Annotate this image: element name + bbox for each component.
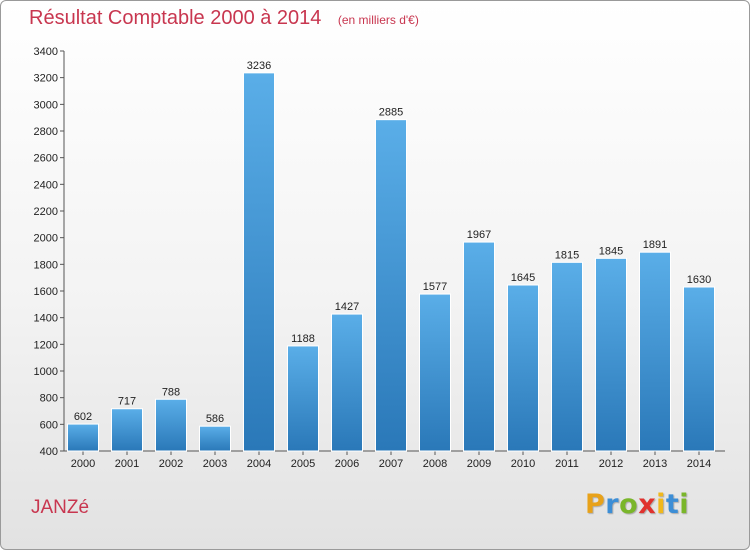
bar-2004[interactable] bbox=[243, 72, 275, 452]
brand-letter: o bbox=[619, 489, 639, 520]
x-tick-label: 2012 bbox=[599, 458, 623, 470]
bars bbox=[67, 72, 715, 452]
data-label-2013: 1891 bbox=[643, 239, 667, 251]
x-tick-label: 2014 bbox=[687, 458, 711, 470]
data-label-2003: 586 bbox=[206, 413, 224, 425]
title-line: Résultat Comptable 2000 à 2014 (en milli… bbox=[29, 7, 419, 30]
y-tick-label: 1200 bbox=[34, 339, 58, 351]
y-tick-label: 3200 bbox=[34, 73, 58, 85]
data-label-2001: 717 bbox=[118, 396, 136, 408]
y-tick-label: 800 bbox=[40, 393, 58, 405]
data-label-2000: 602 bbox=[74, 411, 92, 423]
bar-2008[interactable] bbox=[419, 293, 451, 452]
chart-subtitle: (en milliers d'€) bbox=[337, 13, 419, 27]
bar-2003[interactable] bbox=[199, 425, 231, 452]
data-labels: 602 717 788 586 3236 1188 1427 2885 1577 1967 1645… bbox=[74, 60, 711, 425]
brand-letter: P bbox=[585, 489, 606, 520]
data-label-2008: 1577 bbox=[423, 281, 447, 293]
brand-letter: x bbox=[638, 489, 657, 520]
data-label-2007: 2885 bbox=[379, 107, 403, 119]
data-label-2005: 1188 bbox=[291, 333, 315, 345]
y-tick-label: 3400 bbox=[34, 46, 58, 58]
data-label-2014: 1630 bbox=[687, 274, 711, 286]
x-tick-label: 2002 bbox=[159, 458, 183, 470]
y-tick-label: 3000 bbox=[34, 99, 58, 111]
bar-2005[interactable] bbox=[287, 345, 319, 452]
x-tick-label: 2005 bbox=[291, 458, 315, 470]
data-label-2006: 1427 bbox=[335, 301, 359, 313]
y-tick-label: 2000 bbox=[34, 233, 58, 245]
data-label-2009: 1967 bbox=[467, 229, 491, 241]
brand-letter: r bbox=[605, 489, 620, 520]
data-label-2002: 788 bbox=[162, 386, 180, 398]
bar-2000[interactable] bbox=[67, 423, 99, 452]
x-tick-label: 2000 bbox=[71, 458, 95, 470]
x-tick-label: 2007 bbox=[379, 458, 403, 470]
bar-2011[interactable] bbox=[551, 261, 583, 452]
data-label-2004: 3236 bbox=[247, 60, 271, 72]
commune-name: JANZé bbox=[31, 497, 90, 518]
y-tick-label: 2400 bbox=[34, 179, 58, 191]
bar-2002[interactable] bbox=[155, 398, 187, 452]
x-tick-label: 2013 bbox=[643, 458, 667, 470]
data-label-2010: 1645 bbox=[511, 272, 535, 284]
x-axis: 2000 2001 2002 2003 2004 2005 2006 2007 2008 2009… bbox=[64, 450, 725, 470]
brand-logo[interactable]: Proxiti bbox=[585, 489, 689, 520]
bar-2007[interactable] bbox=[375, 119, 407, 452]
bar-2014[interactable] bbox=[683, 286, 715, 452]
y-tick-label: 1400 bbox=[34, 313, 58, 325]
x-tick-label: 2009 bbox=[467, 458, 491, 470]
brand-letter: i bbox=[656, 489, 666, 520]
chart-title: Résultat Comptable 2000 à 2014 bbox=[29, 7, 322, 29]
bar-2001[interactable] bbox=[111, 408, 143, 452]
brand-letter: t bbox=[665, 489, 680, 520]
x-tick-label: 2008 bbox=[423, 458, 447, 470]
y-tick-label: 400 bbox=[40, 446, 58, 458]
x-tick-label: 2004 bbox=[247, 458, 271, 470]
y-tick-label: 2800 bbox=[34, 126, 58, 138]
x-tick-label: 2001 bbox=[115, 458, 139, 470]
y-tick-label: 1600 bbox=[34, 286, 58, 298]
y-tick-label: 600 bbox=[40, 419, 58, 431]
bar-2013[interactable] bbox=[639, 251, 671, 452]
data-label-2011: 1815 bbox=[555, 249, 579, 261]
y-tick-label: 2600 bbox=[34, 153, 58, 165]
y-tick-label: 1800 bbox=[34, 259, 58, 271]
brand-letter: i bbox=[679, 489, 690, 520]
y-tick-label: 1000 bbox=[34, 366, 58, 378]
x-tick-label: 2006 bbox=[335, 458, 359, 470]
bar-2012[interactable] bbox=[595, 257, 627, 452]
bar-2006[interactable] bbox=[331, 313, 363, 452]
y-tick-label: 2200 bbox=[34, 206, 58, 218]
bar-2010[interactable] bbox=[507, 284, 539, 452]
y-axis: 400 600 800 1000 1200 1400 1600 1800 2000 2200 240… bbox=[34, 46, 65, 458]
bar-2009[interactable] bbox=[463, 241, 495, 452]
data-label-2012: 1845 bbox=[599, 245, 623, 257]
x-tick-label: 2011 bbox=[555, 458, 579, 470]
x-tick-label: 2003 bbox=[203, 458, 227, 470]
x-tick-label: 2010 bbox=[511, 458, 535, 470]
